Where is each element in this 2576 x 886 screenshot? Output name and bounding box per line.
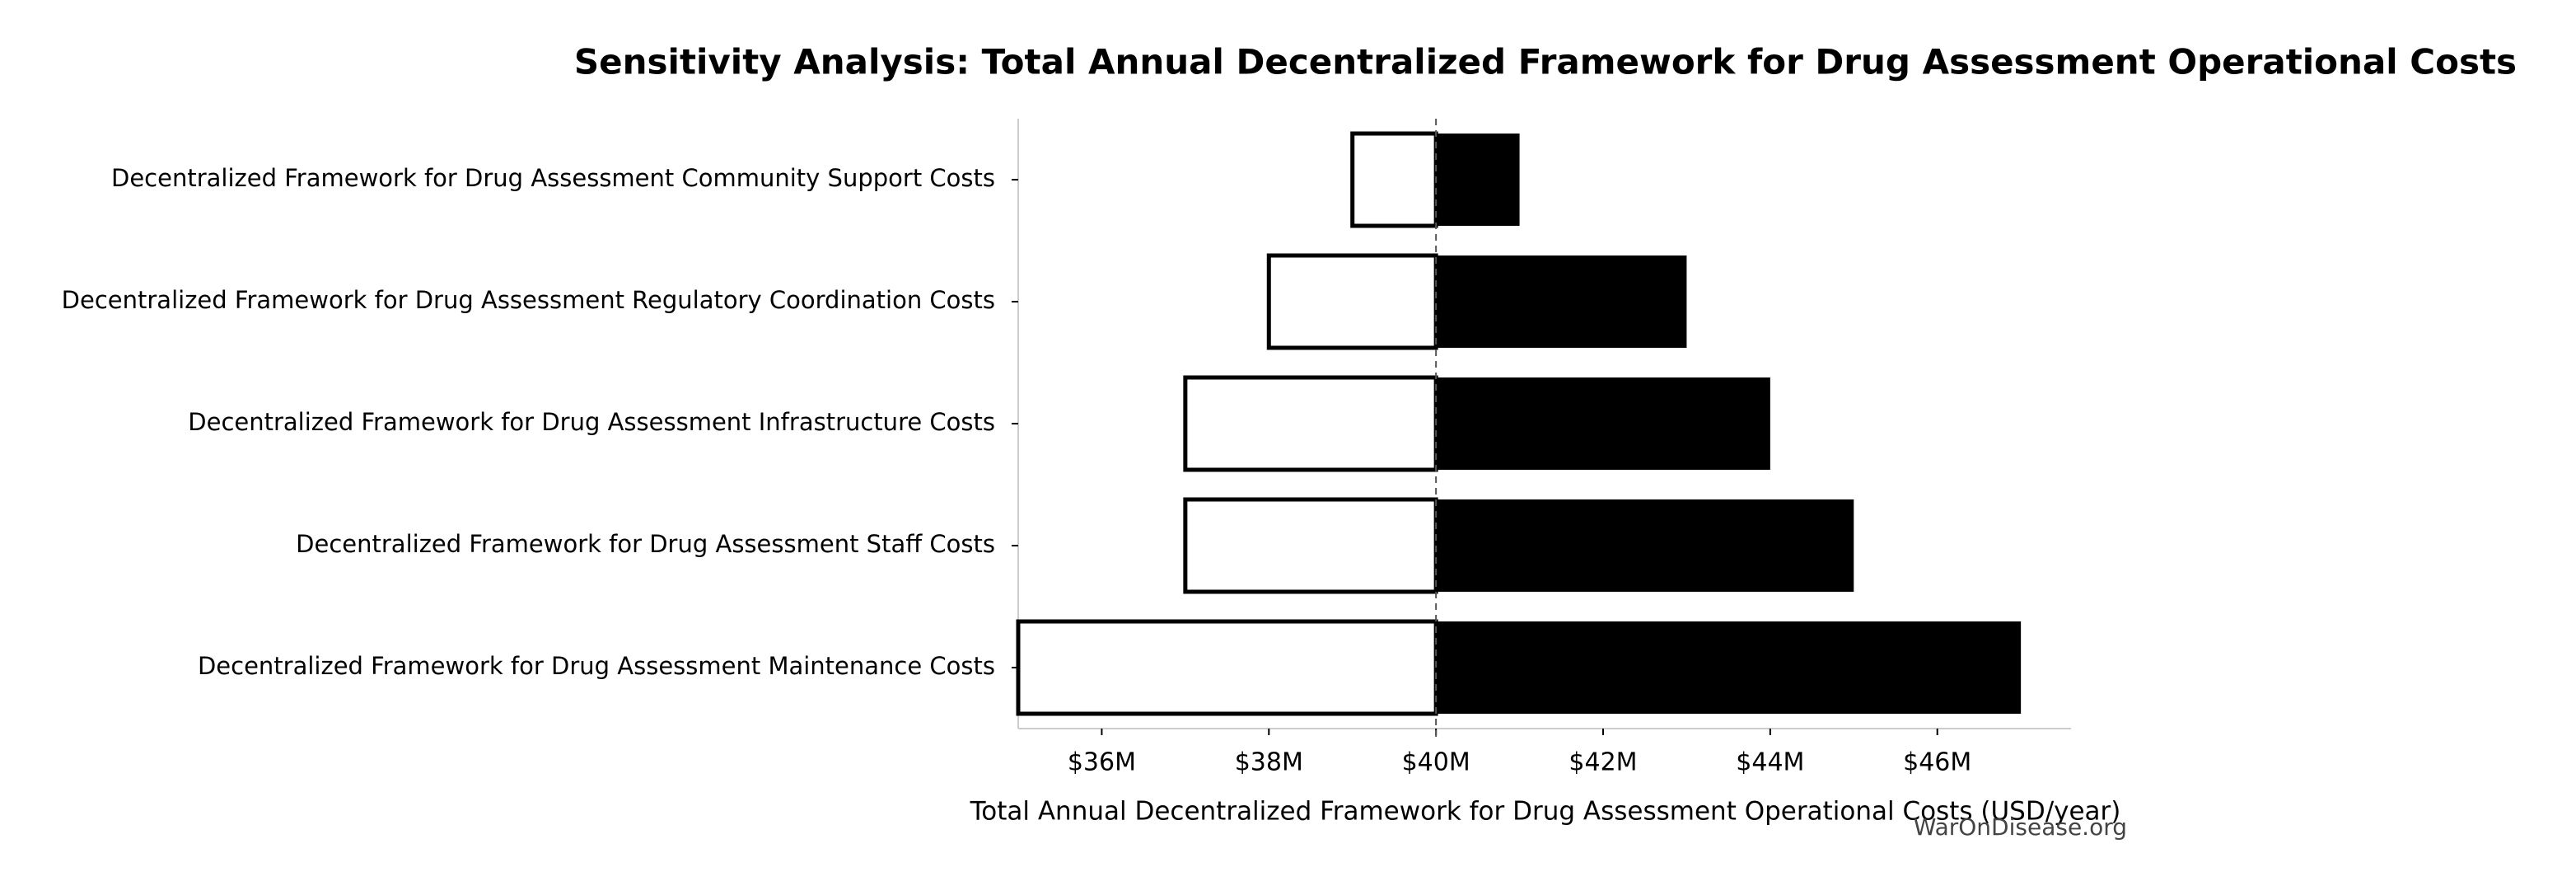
- x-tick-label: $38M: [1235, 748, 1303, 777]
- x-tick-label: $42M: [1569, 748, 1637, 777]
- bar: [1350, 131, 1438, 228]
- bar: [1016, 619, 1438, 716]
- bar: [1266, 253, 1438, 350]
- watermark: WarOnDisease.org: [1914, 813, 2127, 841]
- bar: [1436, 134, 1520, 226]
- y-tick-label: Decentralized Framework for Drug Assessm…: [198, 652, 995, 680]
- bar: [1183, 497, 1438, 594]
- chart-title: Sensitivity Analysis: Total Annual Decen…: [574, 42, 2517, 82]
- bar: [1183, 375, 1438, 472]
- y-tick-label: Decentralized Framework for Drug Assessm…: [296, 530, 995, 558]
- x-tick-label: $40M: [1402, 748, 1470, 777]
- x-tick-label: $44M: [1736, 748, 1804, 777]
- y-tick-label: Decentralized Framework for Drug Assessm…: [111, 164, 995, 192]
- y-tick-label: Decentralized Framework for Drug Assessm…: [62, 286, 995, 314]
- y-tick-label: Decentralized Framework for Drug Assessm…: [188, 408, 995, 436]
- bar: [1436, 499, 1854, 592]
- x-axis-label: Total Annual Decentralized Framework for…: [970, 797, 2121, 827]
- x-tick-label: $46M: [1903, 748, 1971, 777]
- bar: [1436, 377, 1770, 470]
- bar: [1436, 255, 1687, 348]
- x-tick-label: $36M: [1068, 748, 1136, 777]
- bar: [1436, 621, 2022, 714]
